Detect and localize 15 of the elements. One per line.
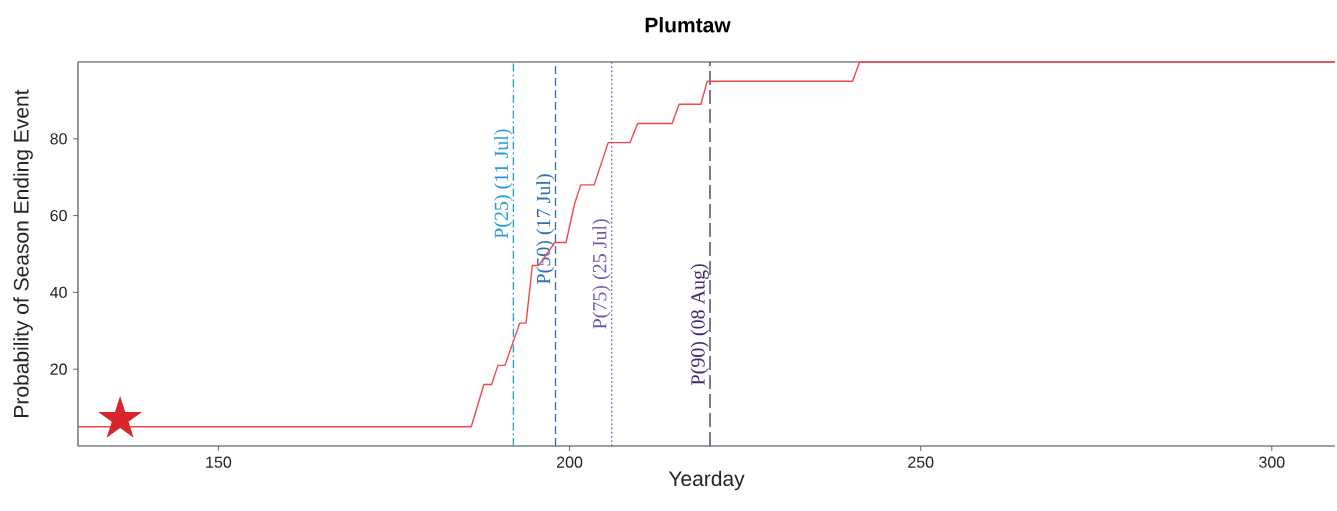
x-tick-label: 150 [206, 456, 232, 468]
x-axis-title: Yearday [668, 470, 745, 491]
y-tick-label: 20 [50, 363, 67, 375]
y-tick-label: 40 [50, 286, 67, 299]
y-tick-label: 60 [50, 209, 67, 222]
ref-line-label: P(50) (17 Jul) [536, 174, 555, 284]
x-tick-label: 300 [1259, 456, 1285, 468]
x-tick-label: 200 [557, 456, 583, 468]
x-tick-label: 250 [908, 456, 934, 468]
chart-title: Plumtaw [645, 17, 731, 33]
ref-line-label: P(75) (25 Jul) [592, 219, 611, 329]
ref-line-label: P(90) (08 Aug) [690, 264, 709, 385]
y-tick-label: 80 [50, 133, 67, 145]
y-axis-title: Probability of Season Ending Event [13, 89, 33, 417]
ref-line-label: P(25) (11 Jul) [494, 129, 513, 239]
